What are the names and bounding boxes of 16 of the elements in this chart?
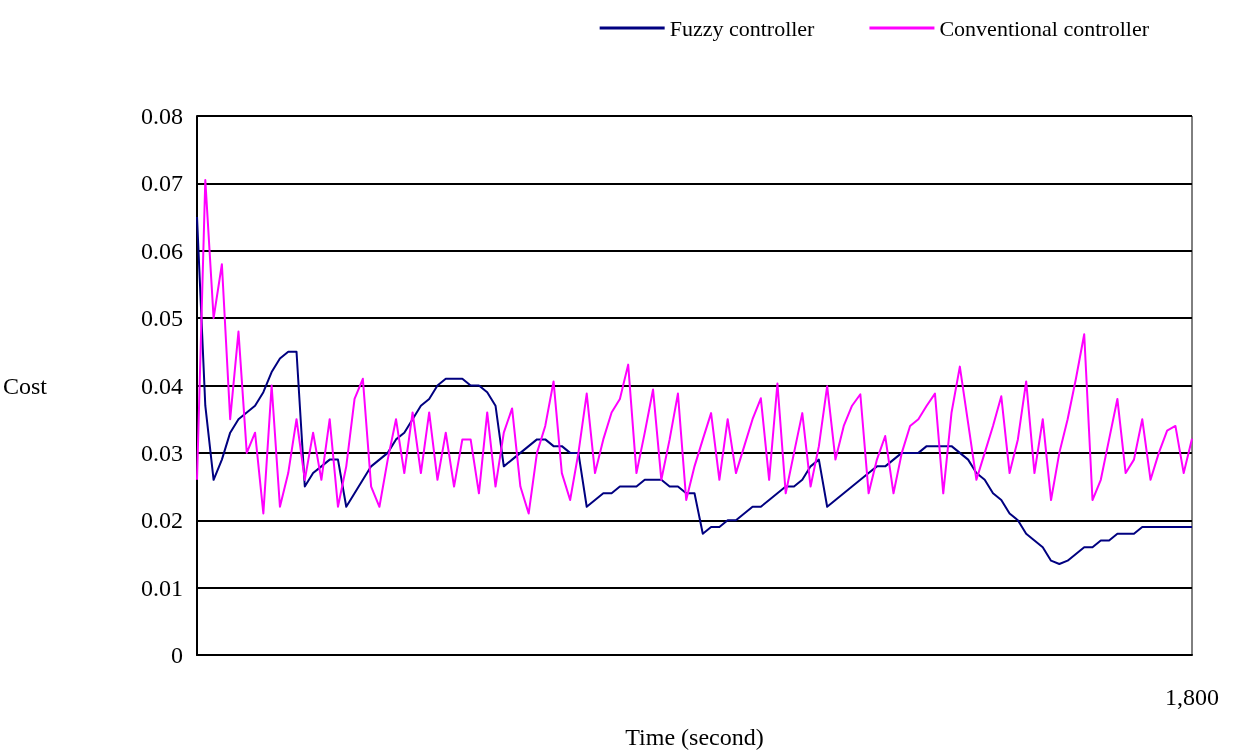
y-tick-label: 0 [171, 642, 184, 668]
y-tick-label: 0.06 [141, 237, 184, 264]
x-tick-label: 1,800 [1165, 684, 1219, 710]
y-tick-label: 0.07 [141, 170, 184, 197]
y-tick-label: 0.03 [141, 439, 184, 466]
legend-label: Conventional controller [939, 15, 1150, 41]
y-tick-label: 0.02 [141, 507, 184, 534]
line-series [196, 216, 1193, 566]
legend-label: Fuzzy controller [669, 15, 816, 41]
line-series [196, 179, 1193, 515]
y-tick-label: 0.05 [141, 305, 184, 332]
x-axis-title: Time (second) [625, 724, 764, 750]
y-tick-label: 0.08 [141, 103, 184, 129]
y-tick-label: 0.01 [141, 574, 184, 601]
y-axis-title: Cost [3, 372, 48, 399]
y-tick-label: 0.04 [141, 372, 184, 399]
